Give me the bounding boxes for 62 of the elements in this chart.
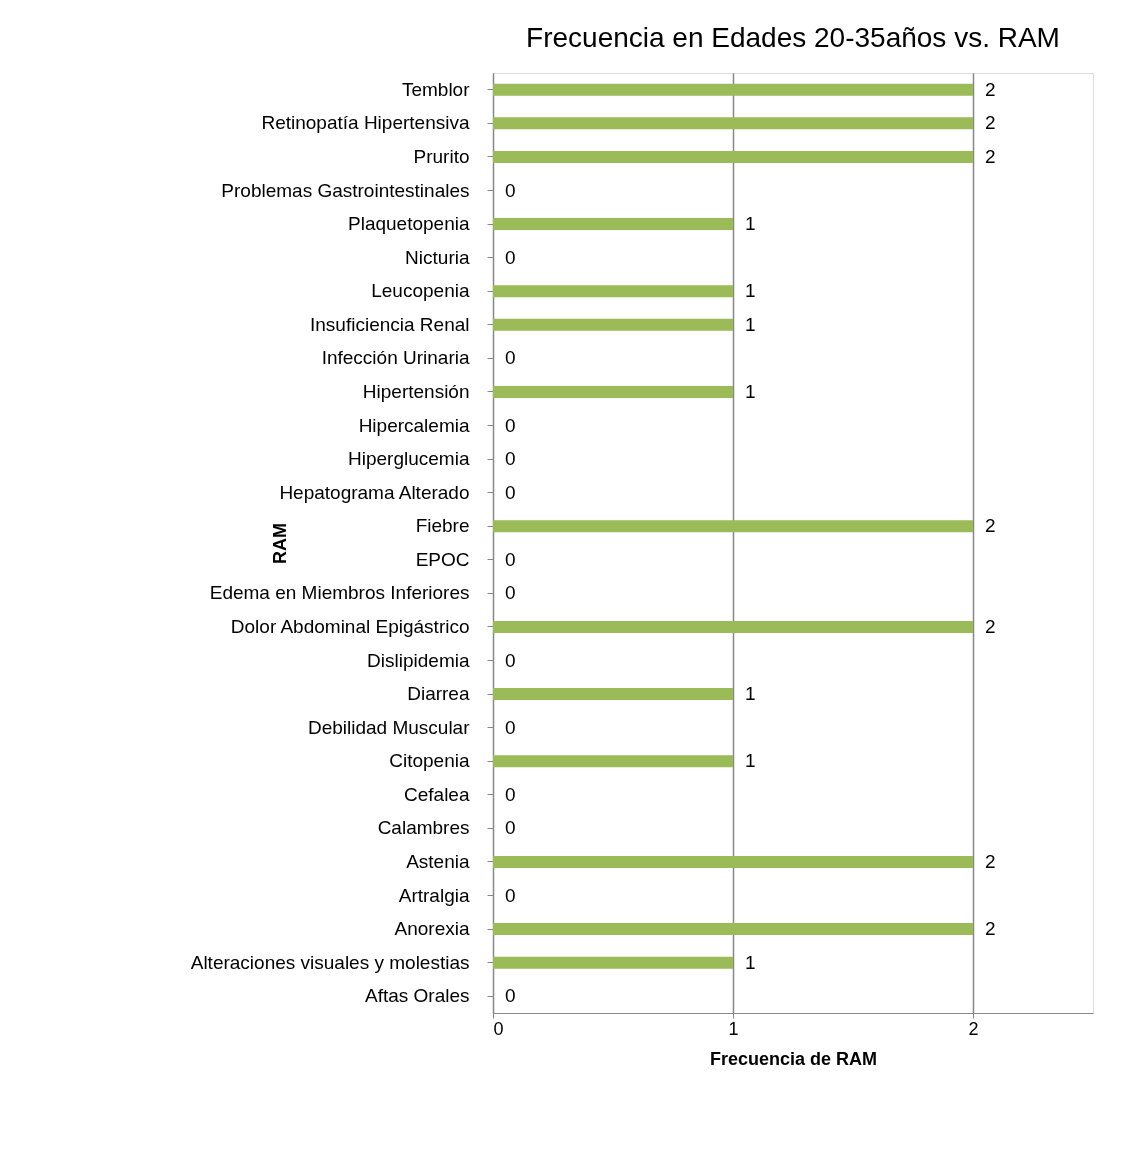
data-label: 0 — [505, 884, 516, 906]
data-label: 0 — [505, 246, 516, 268]
x-tick-label: 2 — [968, 1018, 979, 1039]
data-label: 0 — [505, 179, 516, 201]
y-tick-label: Artralgia — [398, 884, 470, 906]
data-label: 1 — [745, 313, 756, 335]
y-tick-label: Problemas Gastrointestinales — [221, 179, 470, 201]
data-label: 2 — [985, 78, 996, 100]
x-axis-title: Frecuencia de RAM — [709, 1048, 878, 1069]
data-label: 1 — [745, 380, 756, 402]
data-label: 2 — [985, 918, 996, 940]
data-label: 0 — [505, 481, 516, 503]
data-label: 1 — [745, 750, 756, 772]
y-tick-label: Hiperglucemia — [348, 448, 470, 470]
y-tick-label: Fiebre — [415, 515, 470, 537]
data-label: 0 — [505, 347, 516, 369]
data-label: 0 — [505, 817, 516, 839]
data-label: 2 — [985, 850, 996, 872]
y-tick-label: Nicturia — [405, 246, 470, 268]
y-tick-label: Hipercalemia — [358, 414, 470, 436]
data-label: 0 — [505, 548, 516, 570]
data-label: 1 — [745, 683, 756, 705]
data-label: 0 — [505, 448, 516, 470]
y-tick-label: Cefalea — [404, 783, 470, 805]
y-tick-label: Citopenia — [389, 750, 470, 772]
x-tick-label: 0 — [493, 1018, 504, 1039]
x-tick-label: 1 — [728, 1018, 739, 1039]
y-tick-label: Astenia — [406, 850, 470, 872]
y-tick-label: Dolor Abdominal Epigástrico — [230, 615, 470, 637]
y-tick-label: Plaquetopenia — [348, 213, 470, 235]
y-tick-label: Temblor — [401, 78, 471, 100]
y-tick-label: Diarrea — [407, 683, 470, 705]
y-tick-label: Calambres — [377, 817, 470, 839]
data-label: 2 — [985, 112, 996, 134]
y-tick-label: Aftas Orales — [364, 985, 470, 1007]
data-label: 1 — [745, 951, 756, 973]
y-tick-label: Infección Urinaria — [321, 347, 470, 369]
data-label: 0 — [505, 716, 516, 738]
y-tick-label: Dislipidemia — [367, 649, 470, 671]
y-tick-label: EPOC — [415, 548, 470, 570]
data-label: 0 — [505, 414, 516, 436]
y-tick-label: Insuficiencia Renal — [310, 313, 470, 335]
data-label: 1 — [745, 213, 756, 235]
y-tick-label: Retinopatía Hipertensiva — [261, 112, 470, 134]
data-label: 2 — [985, 515, 996, 537]
data-label: 0 — [505, 649, 516, 671]
data-label: 0 — [505, 582, 516, 604]
y-axis-title: RAM — [269, 523, 290, 564]
y-tick-label: Debilidad Muscular — [307, 716, 471, 738]
y-tick-label: Hepatograma Alterado — [279, 481, 470, 503]
data-label: 0 — [505, 783, 516, 805]
y-tick-label: Leucopenia — [371, 280, 470, 302]
y-tick-label: Prurito — [413, 145, 470, 167]
data-label: 2 — [985, 615, 996, 637]
y-tick-label: Alteraciones visuales y molestias — [190, 951, 470, 973]
y-tick-label: Edema en Miembros Inferiores — [209, 582, 470, 604]
data-label: 0 — [505, 985, 516, 1007]
data-label: 1 — [745, 280, 756, 302]
chart-title: Frecuencia en Edades 20-35años vs. RAM — [526, 22, 1060, 53]
data-label: 2 — [985, 145, 996, 167]
y-tick-label: Hipertensión — [362, 380, 470, 402]
y-tick-label: Anorexia — [394, 918, 470, 940]
